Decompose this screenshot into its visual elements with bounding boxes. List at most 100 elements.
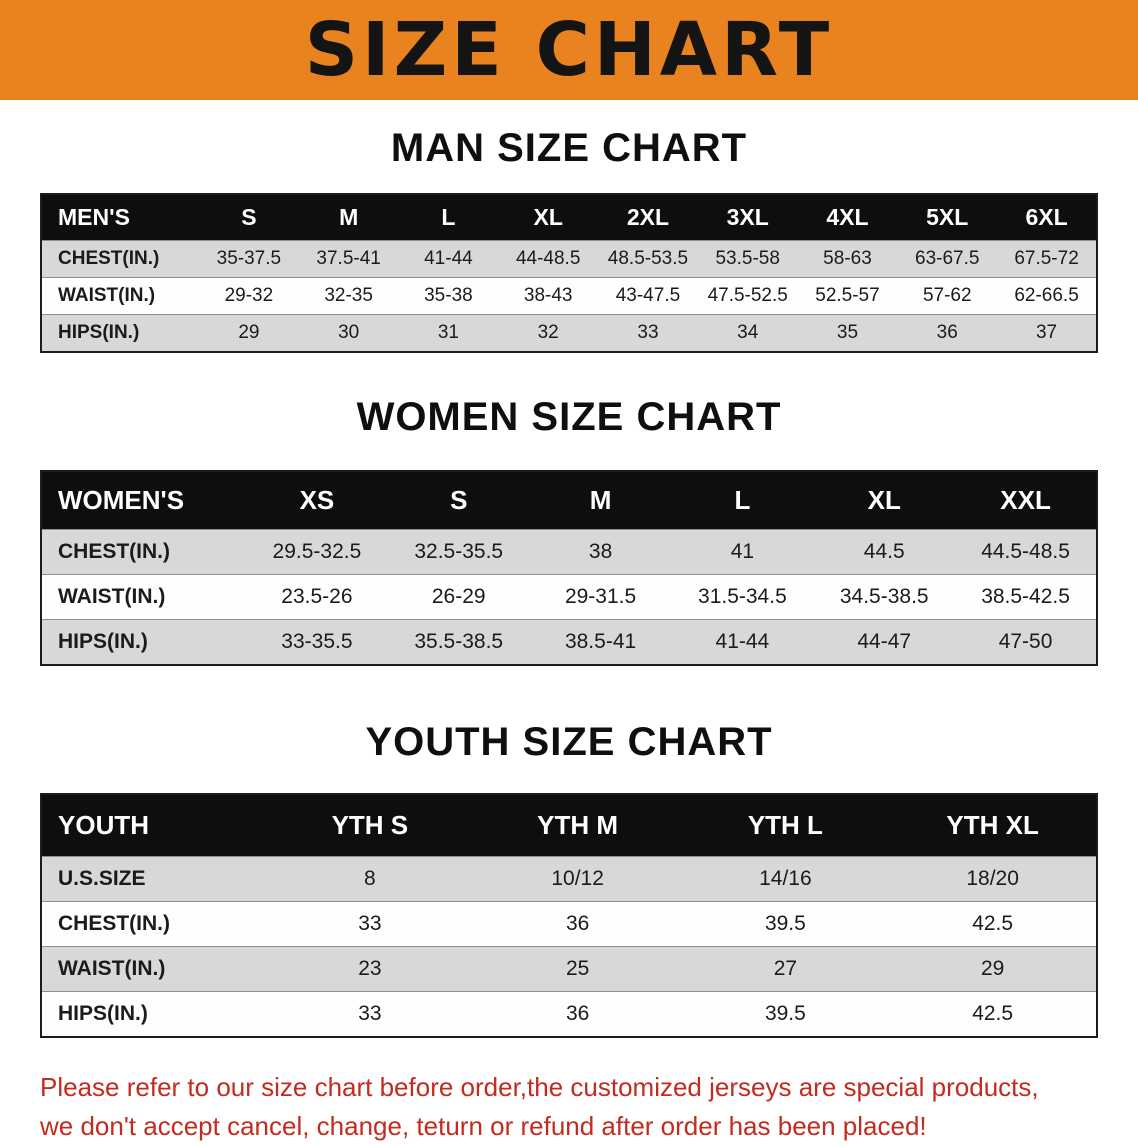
row-label-cell: CHEST(IN.) (58, 912, 170, 935)
size-charts: MAN SIZE CHART MEN'S S M L XL 2XL 3XL 4XL 5XL 6XL… (0, 126, 1138, 1038)
value-cell: 36 (565, 1002, 590, 1025)
disclaimer-line-2: we don't accept cancel, change, teturn o… (40, 1111, 927, 1141)
value-cell: 35 (836, 322, 859, 343)
value-cell: 38.5-42.5 (981, 585, 1070, 608)
value-cell: 18/20 (966, 867, 1019, 890)
size-header-cell: M (339, 204, 359, 230)
value-cell: 63-67.5 (915, 248, 980, 269)
value-cell: 39.5 (764, 912, 806, 935)
men-size-table: MEN'S S M L XL 2XL 3XL 4XL 5XL 6XL CHEST(IN.) 35-37… (40, 193, 1098, 353)
table-row: WAIST(IN.) 23.5-26 26-29 29-31.5 31.5-34.5 34… (41, 574, 1097, 620)
table-title-cell: WOMEN'S (58, 485, 185, 515)
value-cell: 41-44 (424, 248, 473, 269)
disclaimer: Please refer to our size chart before or… (40, 1068, 1138, 1146)
value-cell: 34 (737, 322, 759, 343)
size-header-cell: L (441, 204, 456, 230)
table-header-row: YOUTH YTH S YTH M YTH L YTH XL (41, 794, 1097, 857)
size-header-cell: L (734, 485, 751, 515)
value-cell: 43-47.5 (615, 285, 681, 306)
table-row: WAIST(IN.) 29-32 32-35 35-38 38-43 43-47.5 47.… (41, 277, 1097, 315)
men-size-chart-heading: MAN SIZE CHART (390, 126, 748, 170)
value-cell: 30 (338, 322, 360, 343)
value-cell: 31 (437, 322, 459, 343)
row-label-cell: HIPS(IN.) (58, 630, 148, 653)
value-cell: 38 (588, 540, 613, 563)
value-cell: 32 (537, 322, 559, 343)
table-row: HIPS(IN.) 33-35.5 35.5-38.5 38.5-41 41-44 44-… (41, 619, 1097, 665)
value-cell: 23.5-26 (281, 585, 353, 608)
value-cell: 38-43 (523, 285, 573, 306)
value-cell: 33 (358, 1002, 382, 1025)
value-cell: 44-48.5 (515, 248, 581, 269)
row-label-cell: WAIST(IN.) (58, 585, 166, 608)
row-label-cell: U.S.SIZE (58, 867, 146, 890)
value-cell: 47-50 (998, 630, 1053, 653)
row-label-cell: CHEST(IN.) (58, 540, 170, 563)
table-row: WAIST(IN.) 23 25 27 29 (41, 946, 1097, 992)
size-header-cell: 6XL (1025, 204, 1068, 230)
value-cell: 29-31.5 (564, 585, 637, 608)
value-cell: 39.5 (764, 1002, 806, 1025)
youth-size-table: YOUTH YTH S YTH M YTH L YTH XL U.S.SIZE 8 10/12… (40, 793, 1098, 1038)
size-header-cell: 4XL (826, 204, 869, 230)
table-title-cell: YOUTH (58, 810, 149, 840)
value-cell: 33 (358, 912, 382, 935)
value-cell: 29-32 (224, 285, 274, 306)
women-size-chart-heading: WOMEN SIZE CHART (356, 395, 782, 439)
value-cell: 35-37.5 (216, 248, 282, 269)
value-cell: 48.5-53.5 (607, 248, 689, 269)
row-label-cell: HIPS(IN.) (58, 1002, 148, 1025)
value-cell: 25 (565, 957, 590, 980)
value-cell: 31.5-34.5 (698, 585, 787, 608)
size-header-cell: YTH L (747, 810, 823, 840)
value-cell: 34.5-38.5 (839, 585, 929, 608)
size-header-cell: XXL (1000, 485, 1051, 515)
row-label-cell: WAIST(IN.) (58, 285, 156, 306)
row-label-cell: WAIST(IN.) (58, 957, 166, 980)
table-row: CHEST(IN.) 35-37.5 37.5-41 41-44 44-48.5 48.5… (41, 240, 1097, 278)
value-cell: 52.5-57 (815, 285, 880, 306)
row-label-cell: CHEST(IN.) (58, 248, 160, 269)
size-header-cell: 5XL (926, 204, 969, 230)
youth-size-section: YOUTH SIZE CHART YOUTH YTH S YTH M YTH L YTH… (40, 720, 1098, 1038)
value-cell: 57-62 (922, 285, 972, 306)
size-header-cell: S (241, 204, 257, 230)
value-cell: 37 (1035, 322, 1058, 343)
size-header-cell: XL (867, 485, 901, 515)
value-cell: 32-35 (324, 285, 373, 306)
value-cell: 67.5-72 (1014, 248, 1079, 269)
value-cell: 32.5-35.5 (414, 540, 504, 563)
value-cell: 47.5-52.5 (707, 285, 788, 306)
size-header-cell: 3XL (726, 204, 769, 230)
size-header-cell: 2XL (626, 204, 670, 230)
men-size-section: MAN SIZE CHART MEN'S S M L XL 2XL 3XL 4XL 5XL 6XL… (40, 126, 1098, 353)
size-header-cell: M (589, 485, 612, 515)
value-cell: 62-66.5 (1014, 285, 1079, 306)
youth-size-chart-heading: YOUTH SIZE CHART (365, 720, 773, 764)
value-cell: 44-47 (857, 630, 912, 653)
value-cell: 29 (238, 322, 260, 343)
value-cell: 36 (936, 322, 958, 343)
row-label-cell: HIPS(IN.) (58, 322, 140, 343)
size-header-cell: YTH S (331, 810, 409, 840)
value-cell: 14/16 (759, 867, 812, 890)
value-cell: 29.5-32.5 (272, 540, 362, 563)
disclaimer-line-1: Please refer to our size chart before or… (40, 1072, 1039, 1102)
size-header-cell: S (450, 485, 468, 515)
value-cell: 35.5-38.5 (414, 630, 504, 653)
size-header-cell: XL (533, 204, 563, 230)
value-cell: 58-63 (823, 248, 872, 269)
value-cell: 41-44 (715, 630, 770, 653)
table-header-row: MEN'S S M L XL 2XL 3XL 4XL 5XL 6XL (41, 194, 1097, 241)
page-title: SIZE CHART (304, 7, 834, 93)
value-cell: 37.5-41 (316, 248, 381, 269)
value-cell: 8 (364, 867, 376, 890)
table-header-row: WOMEN'S XS S M L XL XXL (41, 471, 1097, 530)
table-row: CHEST(IN.) 33 36 39.5 42.5 (41, 901, 1097, 947)
value-cell: 26-29 (431, 585, 486, 608)
value-cell: 35-38 (424, 285, 473, 306)
table-row: CHEST(IN.) 29.5-32.5 32.5-35.5 38 41 44.5 44.5… (41, 529, 1097, 575)
value-cell: 33 (637, 322, 659, 343)
banner: SIZE CHART (0, 0, 1138, 100)
women-size-table: WOMEN'S XS S M L XL XXL CHEST(IN.) 29.5-32.5 32.5… (40, 470, 1098, 666)
